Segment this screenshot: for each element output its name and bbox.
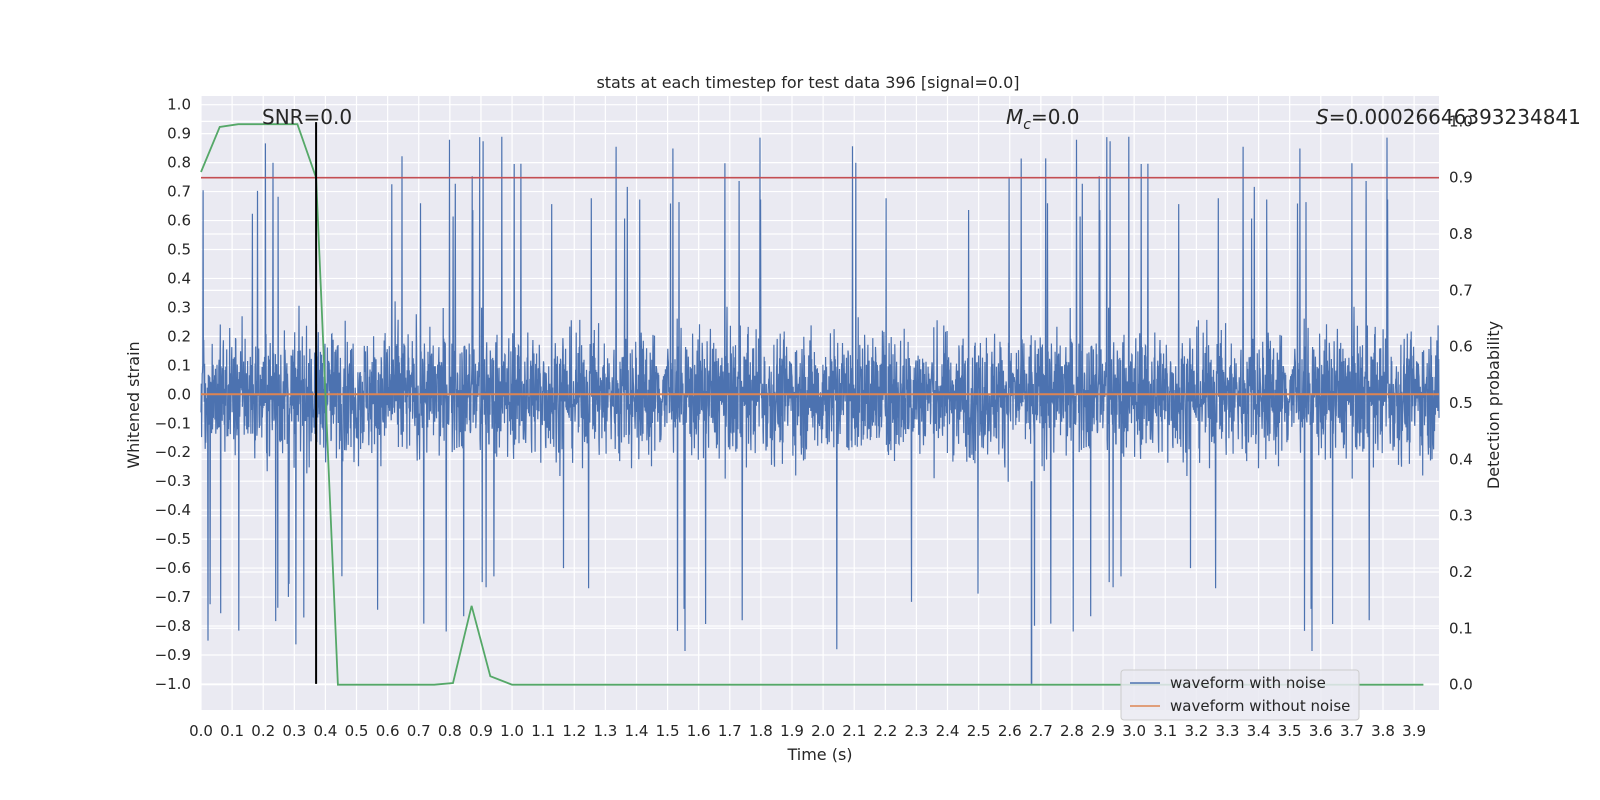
y-axis-label: Whitened strain bbox=[124, 341, 143, 468]
y-tick-label: −0.9 bbox=[155, 646, 191, 664]
y-tick-label: −0.3 bbox=[155, 472, 191, 490]
y-tick-label: 0.2 bbox=[167, 327, 191, 345]
x-tick-label: 0.4 bbox=[313, 722, 337, 740]
y-tick-label: −0.8 bbox=[155, 617, 191, 635]
x-axis-label: Time (s) bbox=[786, 745, 852, 764]
s-symbol: S bbox=[1316, 105, 1329, 129]
x-tick-label: 0.8 bbox=[438, 722, 462, 740]
x-tick-label: 0.0 bbox=[189, 722, 213, 740]
x-tick-label: 1.6 bbox=[687, 722, 711, 740]
x-tick-label: 0.1 bbox=[220, 722, 244, 740]
x-tick-label: 3.9 bbox=[1402, 722, 1426, 740]
y2-tick-label: 0.0 bbox=[1449, 676, 1473, 694]
x-tick-label: 1.4 bbox=[625, 722, 649, 740]
x-tick-label: 3.3 bbox=[1216, 722, 1240, 740]
mc-subscript: c bbox=[1023, 117, 1031, 133]
y2-tick-label: 0.5 bbox=[1449, 394, 1473, 412]
legend-label-clean: waveform without noise bbox=[1170, 697, 1350, 715]
x-tick-label: 1.1 bbox=[531, 722, 555, 740]
y-tick-label: 0.8 bbox=[167, 154, 191, 172]
x-tick-label: 2.6 bbox=[998, 722, 1022, 740]
mc-symbol: M bbox=[1006, 105, 1023, 129]
y2-tick-label: 0.2 bbox=[1449, 563, 1473, 581]
y-tick-label: 0.3 bbox=[167, 298, 191, 316]
x-tick-label: 3.4 bbox=[1247, 722, 1271, 740]
x-tick-label: 0.6 bbox=[376, 722, 400, 740]
x-tick-label: 2.0 bbox=[811, 722, 835, 740]
y-tick-label: −0.2 bbox=[155, 443, 191, 461]
x-tick-label: 1.9 bbox=[780, 722, 804, 740]
x-tick-label: 2.3 bbox=[904, 722, 928, 740]
x-tick-label: 0.2 bbox=[251, 722, 275, 740]
s-value: =0.00026646393234841 bbox=[1329, 105, 1581, 129]
x-tick-label: 3.6 bbox=[1309, 722, 1333, 740]
s-annotation: S=0.00026646393234841 bbox=[1316, 105, 1581, 129]
x-tick-label: 1.3 bbox=[593, 722, 617, 740]
x-tick-label: 1.8 bbox=[749, 722, 773, 740]
x-tick-label: 3.1 bbox=[1153, 722, 1177, 740]
x-tick-label: 2.1 bbox=[842, 722, 866, 740]
y-tick-label: −0.6 bbox=[155, 559, 191, 577]
y2-tick-label: 0.7 bbox=[1449, 281, 1473, 299]
x-tick-label: 2.2 bbox=[873, 722, 897, 740]
y-tick-label: 0.0 bbox=[167, 385, 191, 403]
legend-box bbox=[1120, 669, 1360, 721]
y-tick-label: 0.6 bbox=[167, 212, 191, 230]
y2-tick-label: 0.8 bbox=[1449, 225, 1473, 243]
y-tick-label: −1.0 bbox=[155, 675, 191, 693]
y2-tick-label: 0.4 bbox=[1449, 450, 1473, 468]
series-waveform-with-noise bbox=[200, 136, 1440, 684]
y2-tick-label: 0.6 bbox=[1449, 338, 1473, 356]
y2-tick-label: 1.0 bbox=[1449, 112, 1473, 130]
mc-value: =0.0 bbox=[1031, 105, 1080, 129]
y2-tick-label: 0.9 bbox=[1449, 169, 1473, 187]
y-tick-label: −0.5 bbox=[155, 530, 191, 548]
y-tick-label: −0.4 bbox=[155, 501, 191, 519]
y-tick-label: 0.7 bbox=[167, 183, 191, 201]
y-tick-label: 1.0 bbox=[167, 96, 191, 114]
y2-tick-label: 0.1 bbox=[1449, 619, 1473, 637]
x-tick-labels: 0.0 0.1 0.2 0.3 0.4 0.5 0.6 0.7 0.8 0.9 1.0 1.1 1.2 1… bbox=[189, 722, 1426, 740]
y2-axis-label: Detection probability bbox=[1484, 321, 1503, 489]
legend-label-noise: waveform with noise bbox=[1170, 674, 1326, 692]
x-tick-label: 1.5 bbox=[656, 722, 680, 740]
x-tick-label: 2.5 bbox=[967, 722, 991, 740]
y-tick-label: −0.7 bbox=[155, 588, 191, 606]
legend: waveform with noise waveform without noi… bbox=[1120, 669, 1360, 721]
x-tick-label: 0.7 bbox=[407, 722, 431, 740]
x-tick-label: 2.4 bbox=[936, 722, 960, 740]
y-tick-label: 0.5 bbox=[167, 241, 191, 259]
y-tick-label: 0.4 bbox=[167, 269, 191, 287]
x-tick-label: 0.3 bbox=[282, 722, 306, 740]
noise-line bbox=[200, 136, 1440, 652]
x-tick-label: 3.5 bbox=[1278, 722, 1302, 740]
series-detection-probability bbox=[200, 123, 1424, 686]
x-tick-label: 2.7 bbox=[1029, 722, 1053, 740]
y2-tick-labels: 1.0 0.9 0.8 0.7 0.6 0.5 0.4 0.3 0.2 0.1 0.0 bbox=[1449, 112, 1473, 693]
x-tick-label: 2.9 bbox=[1091, 722, 1115, 740]
y-tick-labels: 1.0 0.9 0.8 0.7 0.6 0.5 0.4 0.3 0.2 0.1 0.0 −0.1 −0.… bbox=[155, 96, 191, 693]
x-tick-label: 1.0 bbox=[500, 722, 524, 740]
x-tick-label: 3.2 bbox=[1184, 722, 1208, 740]
y-tick-label: −0.1 bbox=[155, 414, 191, 432]
probability-line bbox=[200, 123, 1424, 686]
x-tick-label: 2.8 bbox=[1060, 722, 1084, 740]
x-tick-label: 3.7 bbox=[1340, 722, 1364, 740]
snr-annotation: SNR=0.0 bbox=[262, 105, 352, 129]
x-tick-label: 3.0 bbox=[1122, 722, 1146, 740]
mc-annotation: Mc=0.0 bbox=[1006, 105, 1080, 133]
y2-tick-label: 0.3 bbox=[1449, 507, 1473, 525]
y-tick-label: 0.1 bbox=[167, 356, 191, 374]
x-tick-label: 1.7 bbox=[718, 722, 742, 740]
x-tick-label: 0.9 bbox=[469, 722, 493, 740]
chart-title: stats at each timestep for test data 396… bbox=[596, 73, 1019, 92]
y-tick-label: 0.9 bbox=[167, 125, 191, 143]
x-tick-label: 0.5 bbox=[345, 722, 369, 740]
x-tick-label: 1.2 bbox=[562, 722, 586, 740]
x-tick-label: 3.8 bbox=[1371, 722, 1395, 740]
